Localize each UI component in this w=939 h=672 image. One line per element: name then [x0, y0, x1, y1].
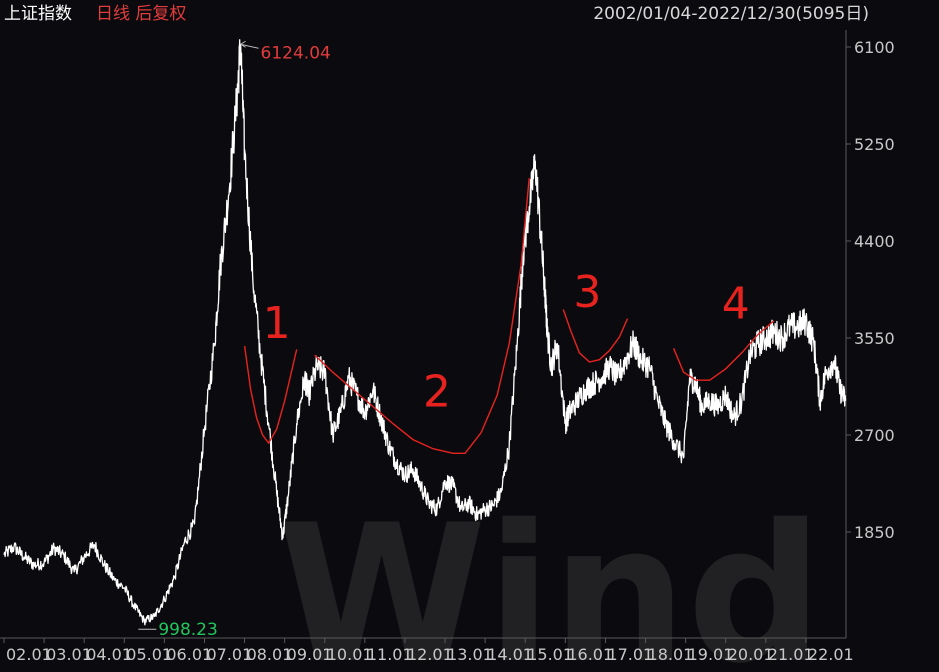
axes: [0, 30, 847, 639]
x-axis: 02.0103.0104.0105.0106.0107.0108.0109.01…: [3, 638, 854, 664]
x-tick-label: 18.01: [648, 645, 694, 664]
x-tick-label: 13.01: [447, 645, 493, 664]
annotation-curve-3: [562, 309, 629, 363]
x-tick-label: 05.01: [126, 645, 172, 664]
x-tick-label: 21.01: [768, 645, 814, 664]
annotation-number-4: 4: [722, 279, 750, 330]
min-value-label: 998.23: [158, 620, 217, 640]
price-line-group: [3, 39, 847, 626]
x-tick-label: 02.01: [6, 645, 52, 664]
date-range-label: 2002/01/04-2022/12/30(5095日): [593, 4, 869, 24]
y-tick-label: 3550: [854, 329, 895, 348]
extreme-labels: 6124.04 998.23: [138, 40, 331, 640]
annotation-curve-4: [672, 320, 775, 381]
price-line: [3, 39, 847, 626]
annotation-curve-2: [314, 178, 530, 454]
y-tick-label: 4400: [854, 232, 895, 251]
x-tick-label: 17.01: [607, 645, 653, 664]
x-tick-label: 03.01: [46, 645, 92, 664]
x-tick-label: 06.01: [166, 645, 212, 664]
y-tick-label: 6100: [854, 38, 895, 57]
y-tick-label: 5250: [854, 135, 895, 154]
x-tick-label: 22.01: [808, 645, 854, 664]
x-tick-label: 11.01: [367, 645, 413, 664]
annotation-curves: 1 2 3 4: [243, 178, 775, 454]
chart-header: 上证指数 日线 后复权 2002/01/04-2022/12/30(5095日): [0, 0, 939, 28]
watermark: Wind: [277, 484, 823, 672]
y-tick-label: 2700: [854, 426, 895, 445]
x-tick-label: 14.01: [487, 645, 533, 664]
max-arrow: [240, 40, 259, 49]
x-tick-label: 15.01: [527, 645, 573, 664]
x-tick-label: 07.01: [206, 645, 252, 664]
x-tick-label: 19.01: [688, 645, 734, 664]
x-tick-label: 08.01: [247, 645, 293, 664]
chart-mode-label[interactable]: 日线 后复权: [96, 4, 187, 24]
y-tick-label: 1850: [854, 523, 895, 542]
x-tick-label: 16.01: [567, 645, 613, 664]
annotation-number-3: 3: [573, 267, 601, 318]
annotation-number-1: 1: [263, 298, 291, 349]
x-tick-label: 10.01: [327, 645, 373, 664]
x-tick-label: 04.01: [86, 645, 132, 664]
y-axis: 6100 5250 4400 3550 2700 1850: [846, 38, 895, 542]
x-tick-label: 20.01: [728, 645, 774, 664]
annotation-number-2: 2: [423, 366, 451, 417]
x-tick-label: 09.01: [287, 645, 333, 664]
index-name[interactable]: 上证指数: [4, 4, 72, 24]
annotation-curve-1: [243, 345, 298, 445]
x-tick-label: 12.01: [407, 645, 453, 664]
max-value-label: 6124.04: [261, 43, 331, 63]
